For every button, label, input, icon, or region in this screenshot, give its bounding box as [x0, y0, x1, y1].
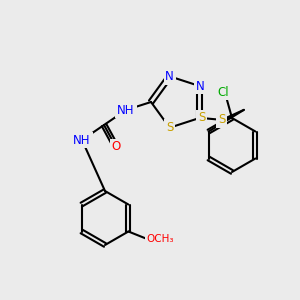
- Text: Cl: Cl: [217, 85, 229, 98]
- Text: NH: NH: [117, 103, 135, 116]
- Text: OCH₃: OCH₃: [147, 235, 174, 244]
- Text: S: S: [198, 111, 206, 124]
- Text: O: O: [111, 140, 121, 154]
- Text: S: S: [218, 113, 226, 126]
- Text: N: N: [165, 70, 174, 83]
- Text: NH: NH: [73, 134, 91, 146]
- Text: N: N: [196, 80, 204, 93]
- Text: S: S: [166, 121, 173, 134]
